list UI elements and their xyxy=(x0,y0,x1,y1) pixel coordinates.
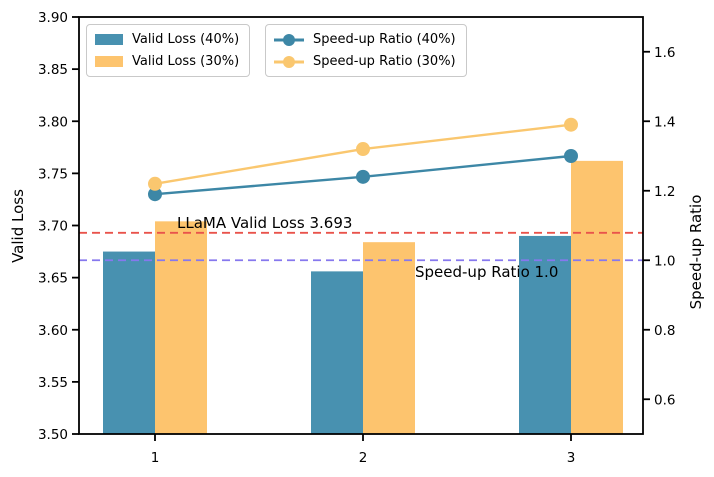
bar-series-0-cat-2 xyxy=(311,271,363,434)
right-axis-tick-label: 0.8 xyxy=(654,323,675,339)
line-marker-sample-teal xyxy=(274,33,304,46)
legend-lines: Speed-up Ratio (40%) Speed-up Ratio (30%… xyxy=(265,24,467,77)
left-axis-tick-label: 3.55 xyxy=(38,375,68,391)
line-marker-sample-orange xyxy=(274,55,304,68)
bar-swatch-orange xyxy=(95,56,123,67)
legend-label: Valid Loss (40%) xyxy=(132,32,240,47)
legend-entry-valid-loss-40: Valid Loss (40%) xyxy=(95,30,239,49)
marker-series-0-cat-3 xyxy=(564,149,578,163)
right-axis-tick-label: 1.4 xyxy=(654,114,675,130)
bar-series-1-cat-2 xyxy=(363,242,415,434)
annotation-speedup-ratio-1: Speed-up Ratio 1.0 xyxy=(415,263,559,281)
dot-sample xyxy=(283,33,295,46)
legend-entry-speedup-30: Speed-up Ratio (30%) xyxy=(274,52,456,71)
bar-swatch-teal xyxy=(95,34,123,45)
dot-sample xyxy=(283,55,295,68)
left-axis-title: Valid Loss xyxy=(9,189,27,263)
x-axis-tick-label: 3 xyxy=(567,450,576,466)
x-axis-tick-label: 1 xyxy=(151,450,160,466)
right-axis-tick-label: 1.0 xyxy=(654,253,675,269)
marker-series-1-cat-3 xyxy=(564,117,578,132)
legend-entry-valid-loss-30: Valid Loss (30%) xyxy=(95,52,239,71)
bar-series-1-cat-1 xyxy=(155,221,207,434)
left-axis-tick-label: 3.75 xyxy=(38,166,68,182)
legend-label: Speed-up Ratio (30%) xyxy=(313,54,456,69)
left-axis-tick-label: 3.60 xyxy=(38,323,68,339)
marker-series-0-cat-2 xyxy=(356,169,370,184)
left-axis-tick-label: 3.90 xyxy=(38,10,68,26)
marker-series-0-cat-1 xyxy=(148,187,162,202)
left-axis-tick-label: 3.85 xyxy=(38,62,68,78)
right-axis-tick-label: 1.2 xyxy=(654,184,675,200)
legend-bars: Valid Loss (40%) Valid Loss (30%) xyxy=(86,24,251,77)
annotation-llama-valid-loss: LLaMA Valid Loss 3.693 xyxy=(177,214,353,232)
right-axis-tick-label: 1.6 xyxy=(654,45,675,61)
left-axis-tick-label: 3.80 xyxy=(38,114,68,130)
right-axis-title: Speed-up Ratio xyxy=(687,194,705,310)
left-axis-tick-label: 3.50 xyxy=(38,427,68,443)
left-axis-tick-label: 3.70 xyxy=(38,219,68,235)
marker-series-1-cat-1 xyxy=(148,176,162,191)
bar-series-0-cat-3 xyxy=(519,235,571,434)
legend-label: Valid Loss (30%) xyxy=(132,54,240,69)
legend-label: Speed-up Ratio (40%) xyxy=(313,32,456,47)
bar-series-0-cat-1 xyxy=(103,251,155,434)
left-axis-tick-label: 3.65 xyxy=(38,271,68,287)
marker-series-1-cat-2 xyxy=(356,142,370,157)
legend-entry-speedup-40: Speed-up Ratio (40%) xyxy=(274,30,456,49)
bar-series-1-cat-3 xyxy=(571,160,623,435)
right-axis-tick-label: 0.6 xyxy=(654,392,675,408)
x-axis-tick-label: 2 xyxy=(359,450,368,466)
